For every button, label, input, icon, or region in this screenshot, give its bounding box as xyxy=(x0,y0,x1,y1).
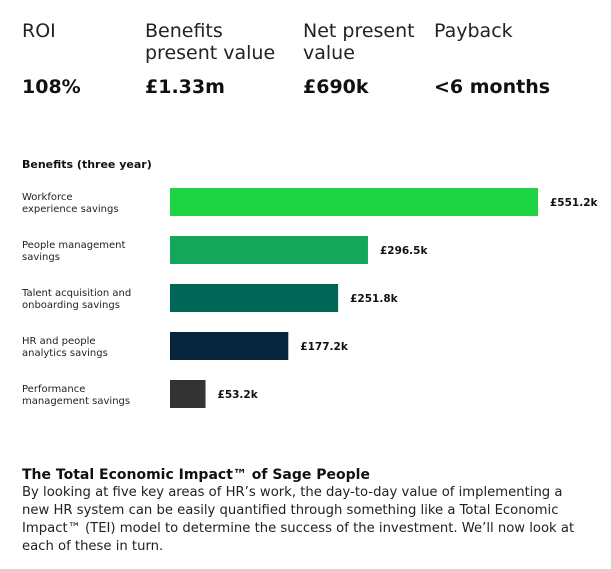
category-label-line: savings xyxy=(22,252,60,263)
kpi-value: £690k xyxy=(303,76,369,98)
kpi-value: <6 months xyxy=(434,76,550,98)
category-label-line: People management xyxy=(22,240,125,251)
kpi-label-line: Payback xyxy=(434,20,513,42)
kpi-benefits-present-value: Benefits present value £1.33m xyxy=(145,20,275,64)
category-label: HR and people analytics savings xyxy=(22,336,108,359)
value-label: £251.8k xyxy=(350,293,399,305)
kpi-net-present-value: Net present value £690k xyxy=(303,20,415,64)
kpi-label: Payback xyxy=(434,20,513,42)
value-label: £53.2k xyxy=(218,389,259,401)
category-label-line: analytics savings xyxy=(22,348,108,359)
bar xyxy=(170,332,288,360)
bar xyxy=(170,380,206,408)
category-label: People management savings xyxy=(22,240,125,263)
kpi-label-line: present value xyxy=(145,42,275,64)
category-label-line: Performance xyxy=(22,384,85,395)
kpi-label-line: value xyxy=(303,42,415,64)
category-label-line: experience savings xyxy=(22,204,119,215)
kpi-label: Benefits present value xyxy=(145,20,275,64)
category-label: Workforce experience savings xyxy=(22,192,119,215)
kpi-label-line: ROI xyxy=(22,20,56,42)
category-label-line: HR and people xyxy=(22,336,96,347)
category-label-line: Talent acquisition and xyxy=(21,288,131,299)
footer-body: By looking at five key areas of HR’s wor… xyxy=(22,484,592,556)
kpi-label: ROI xyxy=(22,20,56,42)
category-label-line: onboarding savings xyxy=(22,300,120,311)
category-label-line: management savings xyxy=(22,396,130,407)
category-label-line: Workforce xyxy=(22,192,73,203)
bar xyxy=(170,188,538,216)
kpi-payback: Payback <6 months xyxy=(434,20,513,42)
value-label: £296.5k xyxy=(380,245,429,257)
category-label: Talent acquisition and onboarding savings xyxy=(21,288,131,311)
value-label: £177.2k xyxy=(300,341,349,353)
kpi-value: 108% xyxy=(22,76,81,98)
footer-section: The Total Economic Impact™ of Sage Peopl… xyxy=(22,466,592,556)
kpi-value: £1.33m xyxy=(145,76,225,98)
kpi-label-line: Net present xyxy=(303,20,415,42)
kpi-label: Net present value xyxy=(303,20,415,64)
kpi-row: ROI 108% Benefits present value £1.33m N… xyxy=(22,20,602,110)
footer-title: The Total Economic Impact™ of Sage Peopl… xyxy=(22,466,592,484)
bar xyxy=(170,284,338,312)
category-label: Performance management savings xyxy=(22,384,130,407)
kpi-roi: ROI 108% xyxy=(22,20,56,42)
kpi-label-line: Benefits xyxy=(145,20,275,42)
value-label: £551.2k xyxy=(550,197,599,209)
benefits-bar-chart: Workforce experience savings £551.2k People… xyxy=(0,175,611,425)
chart-title: Benefits (three year) xyxy=(22,158,152,171)
bar xyxy=(170,236,368,264)
